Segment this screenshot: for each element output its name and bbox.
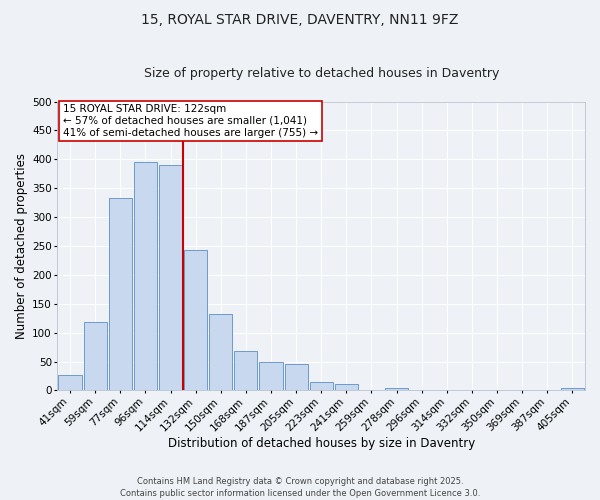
Bar	[561, 388, 584, 390]
Bar	[385, 388, 408, 390]
Title: Size of property relative to detached houses in Daventry: Size of property relative to detached ho…	[143, 66, 499, 80]
Bar	[134, 162, 157, 390]
Bar	[184, 250, 207, 390]
Text: 15 ROYAL STAR DRIVE: 122sqm
← 57% of detached houses are smaller (1,041)
41% of : 15 ROYAL STAR DRIVE: 122sqm ← 57% of det…	[63, 104, 318, 138]
Bar	[259, 362, 283, 390]
Bar	[209, 314, 232, 390]
Bar	[83, 322, 107, 390]
X-axis label: Distribution of detached houses by size in Daventry: Distribution of detached houses by size …	[167, 437, 475, 450]
Bar	[109, 198, 132, 390]
Text: Contains HM Land Registry data © Crown copyright and database right 2025.
Contai: Contains HM Land Registry data © Crown c…	[120, 476, 480, 498]
Bar	[159, 165, 182, 390]
Bar	[284, 364, 308, 390]
Bar	[235, 351, 257, 391]
Text: 15, ROYAL STAR DRIVE, DAVENTRY, NN11 9FZ: 15, ROYAL STAR DRIVE, DAVENTRY, NN11 9FZ	[142, 12, 458, 26]
Bar	[310, 382, 333, 390]
Bar	[58, 375, 82, 390]
Bar	[335, 384, 358, 390]
Y-axis label: Number of detached properties: Number of detached properties	[15, 153, 28, 339]
